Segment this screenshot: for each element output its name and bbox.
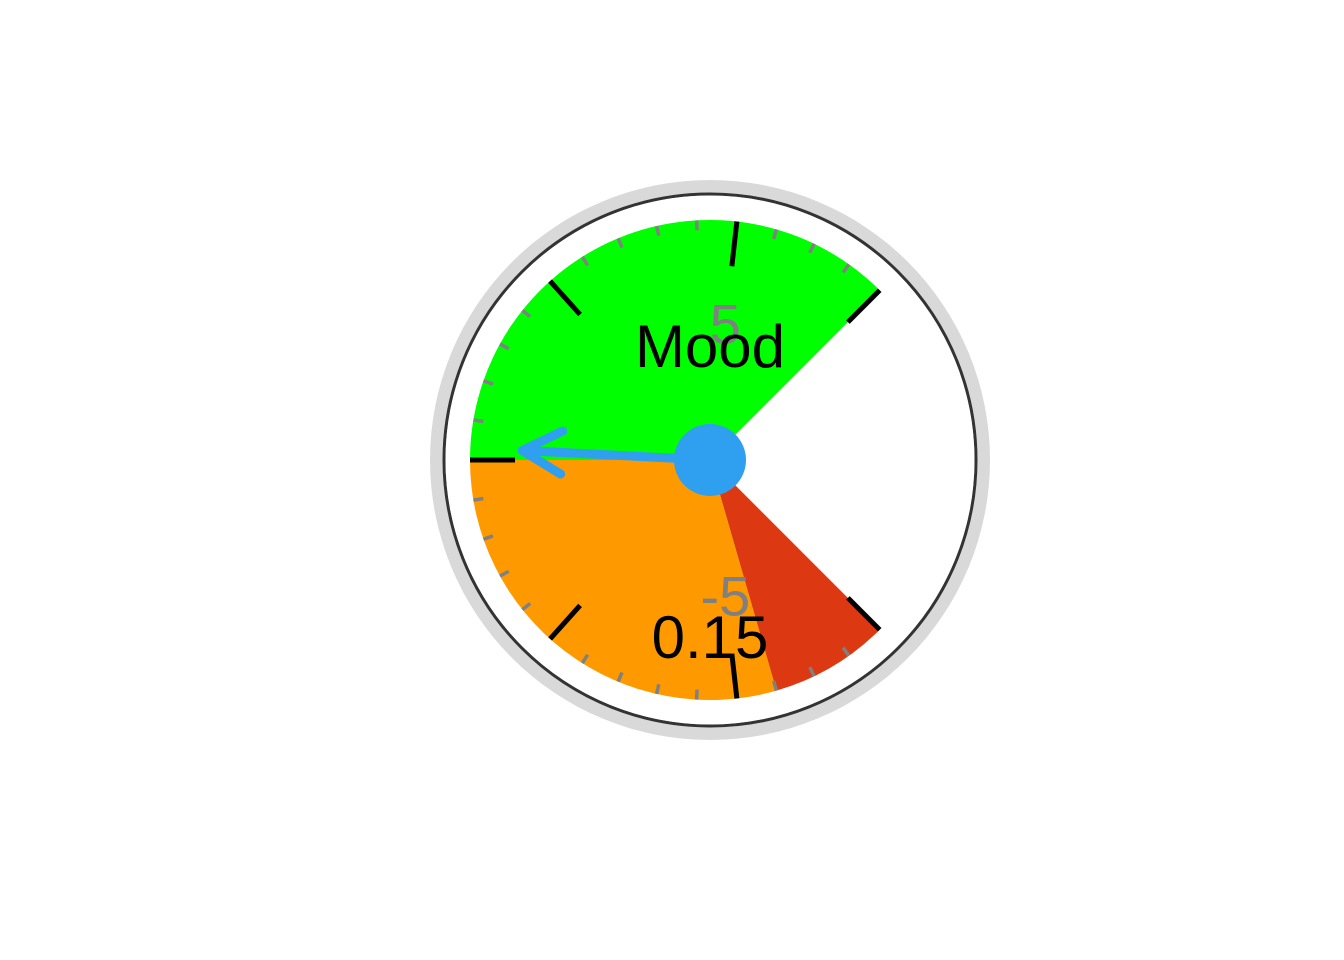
minor-tick xyxy=(499,569,510,578)
minor-tick xyxy=(841,263,851,274)
minor-tick xyxy=(482,534,494,541)
major-tick xyxy=(729,653,740,699)
minor-tick xyxy=(473,418,484,424)
tick-label: -5 xyxy=(700,565,750,628)
gauge-needle xyxy=(517,424,746,496)
major-tick xyxy=(846,596,882,632)
needle-hub xyxy=(674,424,746,496)
major-tick xyxy=(548,279,582,317)
minor-tick xyxy=(473,496,484,502)
minor-tick xyxy=(654,683,661,695)
minor-tick xyxy=(521,308,532,318)
major-tick xyxy=(729,221,740,267)
gauge-tick-labels: -5 5 xyxy=(700,292,750,627)
gauge-band-2 xyxy=(470,219,880,460)
gauge-bands xyxy=(470,219,880,700)
gauge-band-0 xyxy=(710,460,880,691)
minor-tick xyxy=(616,671,624,683)
minor-tick xyxy=(694,689,699,700)
gauge-ticks xyxy=(470,220,882,700)
gauge-title: Mood xyxy=(635,313,785,380)
major-tick xyxy=(548,603,582,641)
minor-tick xyxy=(841,646,851,657)
minor-tick xyxy=(771,680,779,692)
minor-tick xyxy=(580,653,590,665)
minor-tick xyxy=(694,220,699,231)
minor-tick xyxy=(616,237,624,249)
minor-tick xyxy=(808,243,816,254)
minor-tick xyxy=(521,602,532,612)
minor-tick xyxy=(482,379,494,386)
needle-arrowhead xyxy=(517,426,568,479)
minor-tick xyxy=(580,255,590,267)
minor-tick xyxy=(654,225,661,237)
gauge-rim xyxy=(442,192,978,728)
gauge-value-readout: 0.15 xyxy=(652,604,769,671)
minor-tick xyxy=(771,228,779,240)
tick-label: 5 xyxy=(710,292,741,355)
gauge-band-1 xyxy=(470,460,777,700)
major-tick xyxy=(846,288,882,324)
minor-tick xyxy=(808,666,816,677)
minor-tick xyxy=(499,342,510,351)
